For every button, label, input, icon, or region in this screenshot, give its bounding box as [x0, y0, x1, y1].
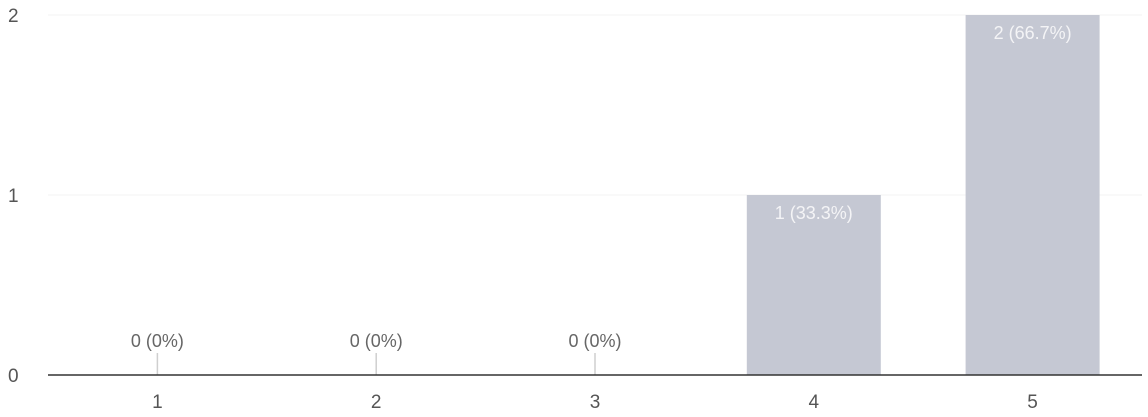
- bar: [965, 15, 1100, 375]
- x-tick-label: 4: [809, 392, 820, 413]
- data-label: 0 (0%): [350, 331, 403, 351]
- grid-lines: [48, 14, 1142, 196]
- data-label: 0 (0%): [568, 331, 621, 351]
- y-tick-label: 2: [8, 6, 19, 27]
- bars: [156, 15, 1100, 375]
- x-tick-label: 3: [590, 392, 601, 413]
- data-label: 0 (0%): [131, 331, 184, 351]
- data-label: 1 (33.3%): [775, 203, 853, 223]
- x-tick-label: 2: [371, 392, 382, 413]
- y-tick-label: 1: [8, 186, 19, 207]
- x-tick-label: 1: [152, 392, 163, 413]
- y-tick-label: 0: [8, 366, 19, 387]
- data-label: 2 (66.7%): [994, 23, 1072, 43]
- bar: [746, 195, 881, 375]
- x-tick-label: 5: [1027, 392, 1038, 413]
- labels: 0 1 2 0 (0%) 1 0 (0%) 2 0 (0%) 3 1 (33.3%) 4 2 (66.…: [8, 6, 1072, 413]
